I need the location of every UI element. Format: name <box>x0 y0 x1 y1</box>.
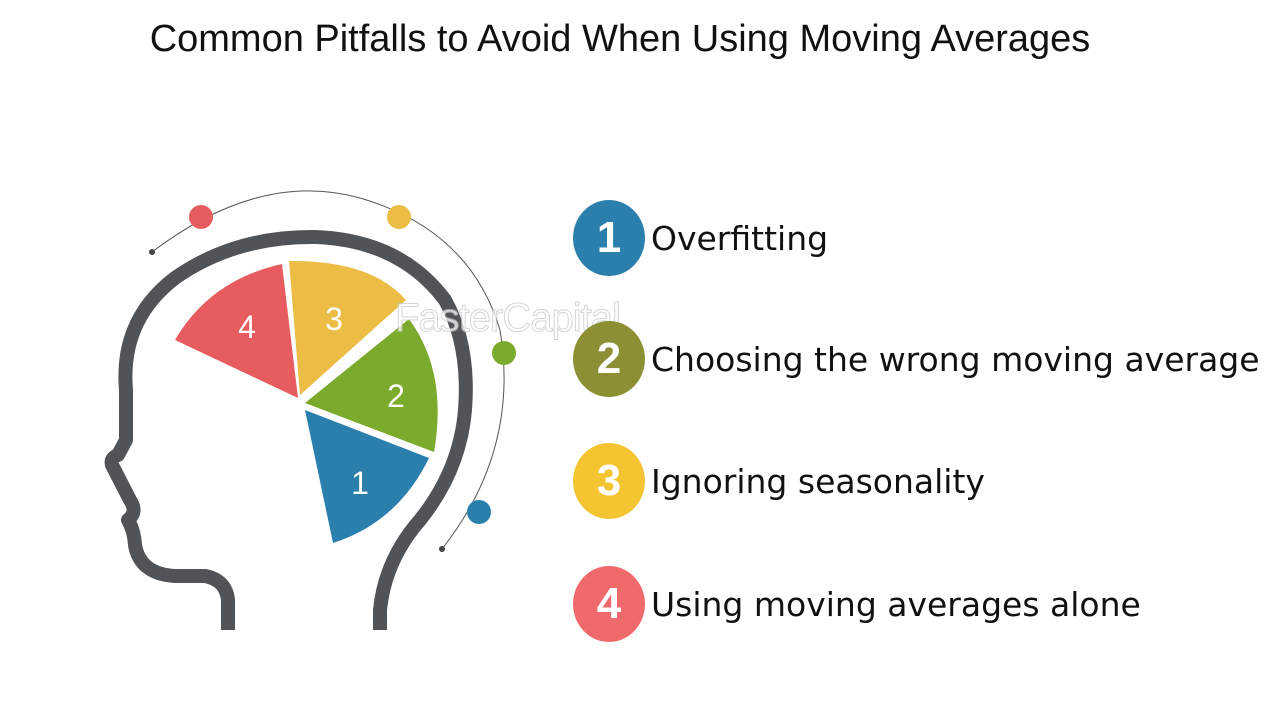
number-badge: 3 <box>573 443 645 519</box>
orbit-end-dot <box>149 249 155 255</box>
orbit-end-dot <box>439 546 445 552</box>
number-badge: 1 <box>573 200 645 276</box>
segment-3 <box>289 260 406 395</box>
segment-label-2: 2 <box>387 378 405 414</box>
orbit-dot-blue <box>467 500 491 524</box>
item-label: Using moving averages alone <box>651 584 1141 624</box>
orbit-arc <box>151 190 505 550</box>
item-label: Overfitting <box>651 218 829 258</box>
list-item: 2 Choosing the wrong moving average <box>573 321 1260 397</box>
orbit-dot-red <box>189 205 213 229</box>
item-label: Choosing the wrong moving average <box>651 339 1260 379</box>
page-title: Common Pitfalls to Avoid When Using Movi… <box>149 18 1091 60</box>
pie-segments <box>175 260 438 543</box>
orbit-dot-green <box>492 341 516 365</box>
list-item: 1 Overfitting <box>573 200 828 276</box>
orbit-dot-yellow <box>387 205 411 229</box>
head-diagram: 1 2 3 4 <box>104 190 516 630</box>
head-outline <box>104 229 473 630</box>
number-badge: 4 <box>573 566 645 642</box>
segment-2 <box>305 319 438 452</box>
segment-1 <box>305 410 429 543</box>
number-badge: 2 <box>573 321 645 397</box>
segment-label-3: 3 <box>325 301 343 337</box>
item-label: Ignoring seasonality <box>651 461 985 501</box>
segment-label-1: 1 <box>351 465 369 501</box>
list-item: 3 Ignoring seasonality <box>573 443 985 519</box>
list-item: 4 Using moving averages alone <box>573 566 1141 642</box>
segment-4 <box>175 264 298 398</box>
segment-label-4: 4 <box>238 309 256 345</box>
